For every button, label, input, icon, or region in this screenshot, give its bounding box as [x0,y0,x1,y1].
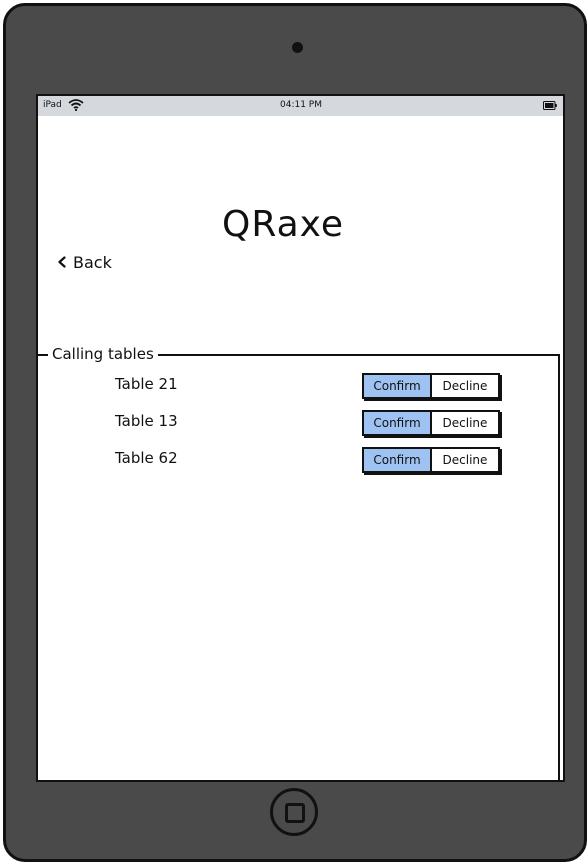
confirm-decline-group: Confirm Decline [362,373,500,399]
table-label: Table 21 [115,375,178,393]
home-button-icon [285,803,305,823]
table-label: Table 13 [115,412,178,430]
status-time: 04:11 PM [280,100,322,110]
confirm-decline-group: Confirm Decline [362,410,500,436]
chevron-left-icon [58,256,66,268]
table-row: Table 13 Confirm Decline [38,410,558,436]
page-title: QRaxe [222,204,344,245]
confirm-button[interactable]: Confirm [364,449,432,471]
calling-tables-group: Calling tables Table 21 Confirm Decline … [38,345,560,780]
calling-tables-legend: Calling tables [48,345,158,363]
home-button[interactable] [270,788,318,836]
table-row: Table 21 Confirm Decline [38,373,558,399]
battery-icon [543,101,557,110]
table-row: Table 62 Confirm Decline [38,447,558,473]
confirm-button[interactable]: Confirm [364,375,432,397]
wifi-icon [68,99,84,111]
status-bar: iPad 04:11 PM [38,96,563,116]
confirm-button[interactable]: Confirm [364,412,432,434]
back-label: Back [73,252,112,272]
confirm-decline-group: Confirm Decline [362,447,500,473]
ipad-frame: iPad 04:11 PM QRaxe Back Calling tables [3,3,587,862]
camera-icon [292,42,303,53]
back-button[interactable]: Back [57,251,112,273]
decline-button[interactable]: Decline [432,375,498,397]
status-device-name: iPad [43,100,62,110]
screen: iPad 04:11 PM QRaxe Back Calling tables [36,94,565,782]
table-label: Table 62 [115,449,178,467]
decline-button[interactable]: Decline [432,449,498,471]
decline-button[interactable]: Decline [432,412,498,434]
